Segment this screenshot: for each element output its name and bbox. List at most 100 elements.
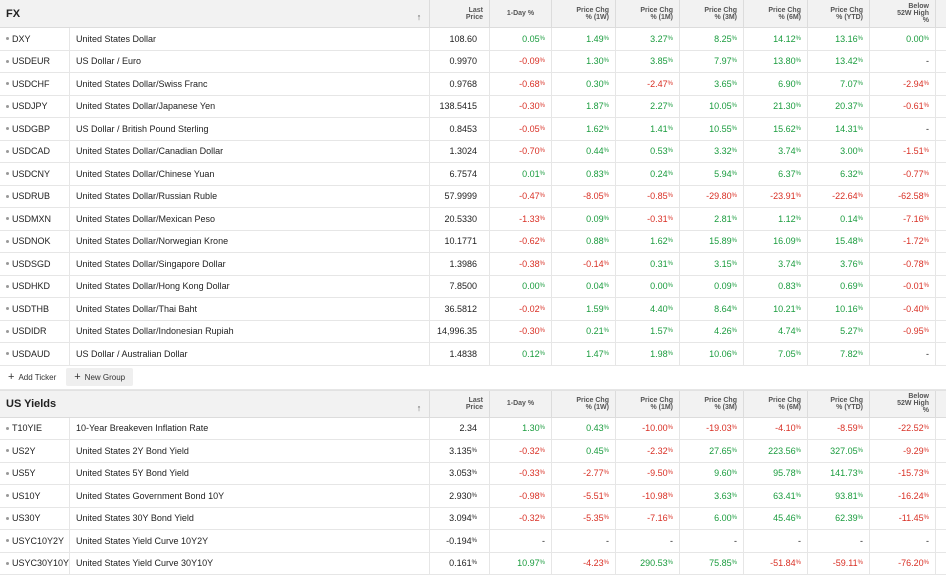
table-row[interactable]: USDHKD United States Dollar/Hong Kong Dol… (0, 275, 946, 298)
pct-suffix: % (923, 470, 929, 477)
change-value: -22.52 (898, 423, 924, 434)
ticker-cell[interactable]: USDAUD (0, 343, 70, 365)
table-row[interactable]: USYC30Y10Y United States Yield Curve 30Y1… (0, 552, 946, 575)
table-row[interactable]: USDAUD US Dollar / Australian Dollar 1.483… (0, 343, 946, 366)
ticker-cell[interactable]: USYC30Y10Y (0, 552, 70, 574)
pct-suffix: % (795, 328, 801, 335)
ticker-cell[interactable]: USDTHB (0, 298, 70, 320)
table-row[interactable]: USDCNY United States Dollar/Chinese Yuan 6… (0, 163, 946, 186)
last-price: 57.9999 (430, 185, 490, 207)
col-chg-6m[interactable]: Price Chg % (6M) (744, 390, 808, 417)
change-value: 1.41 (650, 123, 668, 134)
col-chg-1m[interactable]: Price Chg % (1M) (616, 390, 680, 417)
price-value: 3.135 (449, 445, 472, 456)
col-1-day[interactable]: 1-Day % (490, 0, 552, 27)
col-below-52w-high[interactable]: Below 52W High % (870, 390, 936, 417)
last-price: 1.3986 (430, 253, 490, 275)
one-day-change: 0.01% (490, 163, 552, 185)
pct-suffix: % (539, 58, 545, 65)
ticker-cell[interactable]: USDEUR (0, 50, 70, 72)
col-label: Price Chg (704, 396, 737, 404)
change-value: -51.84 (770, 558, 796, 569)
table-row[interactable]: USDCHF United States Dollar/Swiss Franc 0.… (0, 73, 946, 96)
col-label: % (1W) (585, 13, 609, 21)
col-chg-3m[interactable]: Price Chg % (3M) (680, 390, 744, 417)
col-last-price[interactable]: Last Price (430, 0, 490, 27)
table-row[interactable]: USDRUB United States Dollar/Russian Ruble… (0, 185, 946, 208)
table-row[interactable]: T10YIE 10-Year Breakeven Inflation Rate 2.… (0, 417, 946, 440)
table-row[interactable]: USDEUR US Dollar / Euro 0.9970 -0.09% 1.30% 3… (0, 50, 946, 73)
sort-arrow-icon[interactable]: ↑ (416, 12, 422, 22)
ticker-cell[interactable]: USDRUB (0, 185, 70, 207)
col-label: % (YTD) (836, 403, 863, 411)
ticker-cell[interactable]: US30Y (0, 507, 70, 529)
ticker-symbol: USDEUR (12, 56, 51, 67)
table-row[interactable]: USDGBP US Dollar / British Pound Sterling… (0, 118, 946, 141)
ticker-cell[interactable]: USDGBP (0, 118, 70, 140)
change-value: - (926, 56, 929, 67)
ticker-cell[interactable]: US10Y (0, 485, 70, 507)
col-chg-1m[interactable]: Price Chg % (1M) (616, 0, 680, 27)
price-value: 36.5812 (444, 303, 477, 314)
ticker-cell[interactable]: USYC10Y2Y (0, 530, 70, 552)
change-6m: 3.74% (744, 140, 808, 162)
col-chg-6m[interactable]: Price Chg % (6M) (744, 0, 808, 27)
pct-suffix: % (923, 170, 929, 177)
col-label: Price Chg (640, 6, 673, 14)
col-below-52w-high[interactable]: Below 52W High % (870, 0, 936, 27)
col-last-price[interactable]: Last Price (430, 390, 490, 417)
table-row[interactable]: USDNOK United States Dollar/Norwegian Kro… (0, 230, 946, 253)
add-ticker-button[interactable]: + Add Ticker (0, 368, 64, 386)
ticker-cell[interactable]: US5Y (0, 462, 70, 484)
change-value: 0.24 (650, 168, 668, 179)
sort-arrow-icon[interactable]: ↑ (416, 402, 422, 413)
dot-icon (6, 104, 9, 108)
pct-suffix: % (731, 447, 737, 454)
pct-suffix: % (471, 492, 477, 499)
table-row[interactable]: USDSGD United States Dollar/Singapore Dol… (0, 253, 946, 276)
ticker-cell[interactable]: USDIDR (0, 320, 70, 342)
table-row[interactable]: USDMXN United States Dollar/Mexican Peso 2… (0, 208, 946, 231)
col-chg-1w[interactable]: Price Chg % (1W) (552, 390, 616, 417)
ticker-cell[interactable]: USDHKD (0, 275, 70, 297)
table-row[interactable]: USDJPY United States Dollar/Japanese Yen 1… (0, 95, 946, 118)
table-row[interactable]: US30Y United States 30Y Bond Yield 3.094% -… (0, 507, 946, 530)
ticker-symbol: USYC30Y10Y (11, 558, 69, 569)
ticker-cell[interactable]: USDMXN (0, 208, 70, 230)
change-1w: -2.77% (552, 462, 616, 484)
change-value: 7.97 (714, 56, 732, 67)
col-1-day[interactable]: 1-Day % (490, 390, 552, 417)
table-row[interactable]: DXY United States Dollar 108.60 0.05% 1.49% 3… (0, 28, 946, 51)
table-row[interactable]: US10Y United States Government Bond 10Y 2.… (0, 485, 946, 508)
ticker-cell[interactable]: USDCAD (0, 140, 70, 162)
table-row[interactable]: US5Y United States 5Y Bond Yield 3.053% -0.… (0, 462, 946, 485)
new-group-button[interactable]: + New Group (66, 368, 134, 386)
col-chg-1w[interactable]: Price Chg % (1W) (552, 0, 616, 27)
table-row[interactable]: US2Y United States 2Y Bond Yield 3.135% -0.… (0, 440, 946, 463)
ticker-cell[interactable]: DXY (0, 28, 70, 50)
change-value: -10.00 (642, 423, 668, 434)
ticker-cell[interactable]: T10YIE (0, 417, 70, 439)
ticker-symbol: USDRUB (12, 191, 51, 202)
col-chg-3m[interactable]: Price Chg % (3M) (680, 0, 744, 27)
ticker-cell[interactable]: USDSGD (0, 253, 70, 275)
ticker-cell[interactable]: USDJPY (0, 95, 70, 117)
ticker-cell[interactable]: USDCHF (0, 73, 70, 95)
table-row[interactable]: USYC10Y2Y United States Yield Curve 10Y2Y… (0, 530, 946, 553)
col-label: 1-Day % (506, 400, 535, 407)
change-1m: -0.85% (616, 185, 680, 207)
change-3m: 6.00% (680, 507, 744, 529)
table-row[interactable]: USDTHB United States Dollar/Thai Baht 36.5… (0, 298, 946, 321)
ticker-cell[interactable]: USDNOK (0, 230, 70, 252)
table-row[interactable]: USDCAD United States Dollar/Canadian Doll… (0, 140, 946, 163)
table-row[interactable]: USDIDR United States Dollar/Indonesian Ru… (0, 320, 946, 343)
change-value: 1.47 (586, 348, 604, 359)
col-chg-ytd[interactable]: Price Chg % (YTD) (808, 0, 870, 27)
change-value: -0.32 (519, 445, 540, 456)
pct-suffix: % (795, 193, 801, 200)
ticker-cell[interactable]: US2Y (0, 440, 70, 462)
col-chg-ytd[interactable]: Price Chg % (YTD) (808, 390, 870, 417)
pct-suffix: % (857, 447, 863, 454)
ticker-cell[interactable]: USDCNY (0, 163, 70, 185)
change-ytd: 62.39% (808, 507, 870, 529)
